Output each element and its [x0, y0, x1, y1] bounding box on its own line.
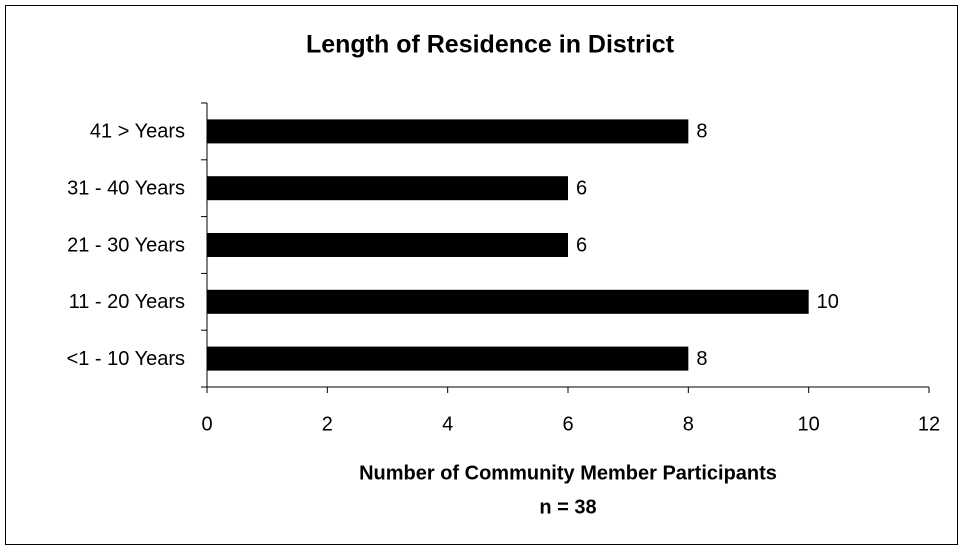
y-tick-label: 21 - 30 Years — [67, 234, 185, 256]
chart-frame — [5, 5, 958, 545]
x-tick-label: 8 — [683, 413, 694, 435]
note: n = 38 — [539, 496, 596, 518]
bar — [207, 119, 689, 144]
x-tick-label: 6 — [562, 413, 573, 435]
y-tick-label: 11 - 20 Years — [69, 291, 185, 313]
x-tick-label: 12 — [918, 413, 940, 435]
data-label: 10 — [817, 291, 839, 313]
x-axis-label: Number of Community Member Participants — [359, 462, 777, 484]
chart-title: Length of Residence in District — [306, 31, 675, 59]
bar — [207, 176, 568, 201]
data-label: 8 — [696, 348, 707, 370]
x-tick-label: 2 — [322, 413, 333, 435]
y-tick-label: 31 - 40 Years — [67, 177, 185, 199]
data-label: 6 — [576, 177, 587, 199]
y-tick-label: <1 - 10 Years — [67, 348, 185, 370]
y-tick-label: 41 > Years — [90, 121, 185, 143]
data-label: 6 — [576, 234, 587, 256]
data-label: 8 — [696, 121, 707, 143]
x-tick-label: 0 — [201, 413, 212, 435]
bar — [207, 289, 809, 314]
bar — [207, 346, 689, 371]
x-tick-label: 4 — [442, 413, 453, 435]
x-tick-label: 10 — [798, 413, 820, 435]
bar — [207, 233, 568, 257]
